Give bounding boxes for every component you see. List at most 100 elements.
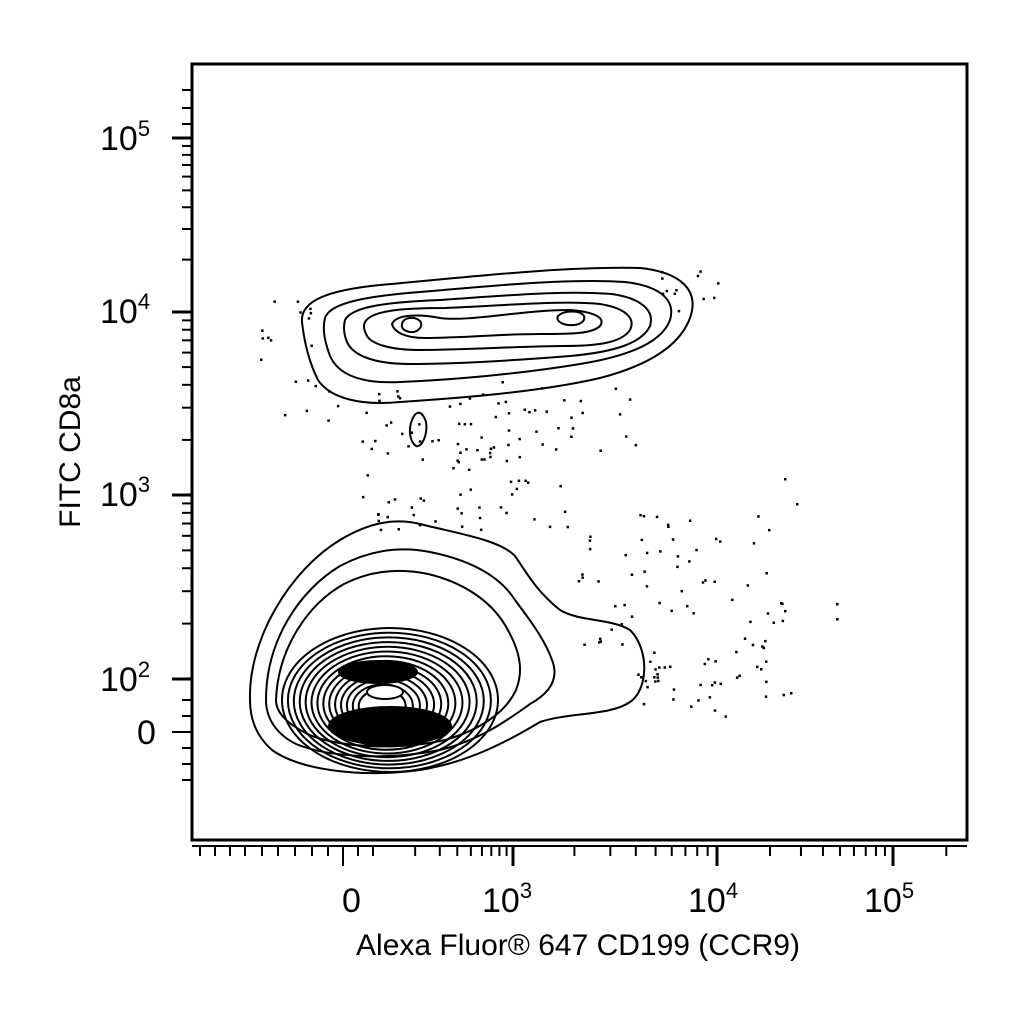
outlier-dot bbox=[690, 705, 693, 708]
outlier-dot bbox=[456, 459, 459, 462]
outlier-dot bbox=[459, 451, 462, 454]
outlier-dot bbox=[686, 604, 689, 608]
outlier-dot bbox=[309, 307, 312, 311]
outlier-dot bbox=[309, 311, 313, 315]
outlier-dot bbox=[713, 681, 717, 684]
upper-contour-core-right bbox=[556, 310, 586, 327]
contour-ring bbox=[310, 650, 464, 755]
x-tick-label-1e4: 104 bbox=[688, 878, 738, 920]
outlier-dot bbox=[294, 380, 298, 383]
outlier-dot bbox=[614, 387, 618, 390]
outlier-dot bbox=[504, 400, 508, 404]
outlier-dot bbox=[735, 676, 739, 679]
contour-ring bbox=[304, 645, 471, 759]
outlier-dot bbox=[518, 437, 521, 441]
outlier-dot bbox=[598, 641, 601, 644]
outlier-dot bbox=[659, 550, 662, 553]
outlier-dot bbox=[407, 445, 410, 448]
outlier-dot bbox=[655, 515, 659, 519]
outlier-dot bbox=[379, 528, 383, 532]
outlier-dot bbox=[387, 501, 390, 504]
outlier-dot bbox=[699, 683, 702, 687]
outlier-dot bbox=[630, 573, 634, 576]
outlier-dot bbox=[267, 336, 270, 340]
outlier-dot bbox=[634, 443, 638, 447]
outlier-dot bbox=[505, 511, 508, 515]
outlier-dot bbox=[418, 440, 422, 443]
outlier-dot bbox=[761, 645, 764, 648]
outlier-dot bbox=[361, 495, 365, 499]
outlier-dot bbox=[540, 387, 544, 390]
outlier-dot bbox=[401, 432, 404, 436]
outlier-dot bbox=[468, 397, 472, 400]
outlier-dot bbox=[480, 436, 483, 439]
outlier-dot bbox=[296, 300, 300, 303]
outlier-dot bbox=[456, 507, 459, 510]
outlier-dot bbox=[836, 618, 839, 621]
x-axis-title: Alexa Fluor® 647 CD199 (CCR9) bbox=[356, 929, 800, 962]
lower-contour-outer bbox=[248, 520, 646, 775]
outlier-dot bbox=[746, 584, 750, 587]
outlier-dot bbox=[507, 429, 511, 432]
core-center-ring bbox=[366, 684, 404, 700]
outlier-dot bbox=[361, 440, 364, 443]
outlier-dot bbox=[397, 395, 400, 398]
outlier-dot bbox=[518, 455, 521, 459]
outlier-dot bbox=[478, 516, 482, 520]
outlier-dot bbox=[261, 329, 264, 332]
outlier-dot bbox=[541, 443, 544, 446]
outlier-dot bbox=[527, 481, 530, 484]
outlier-dot bbox=[760, 668, 763, 671]
outlier-dot bbox=[781, 619, 785, 623]
outlier-dot bbox=[669, 665, 672, 668]
outlier-dot bbox=[620, 623, 624, 626]
outlier-dot bbox=[624, 553, 627, 557]
outlier-dot bbox=[764, 639, 767, 643]
outlier-dot bbox=[657, 679, 660, 683]
x-tick-label-0: 0 bbox=[342, 882, 361, 920]
outlier-dot bbox=[314, 384, 317, 388]
outlier-dot bbox=[523, 408, 526, 411]
outlier-dot bbox=[713, 709, 717, 712]
outlier-dot bbox=[610, 628, 613, 631]
outlier-dot bbox=[483, 458, 486, 461]
outlier-dot bbox=[597, 580, 600, 583]
outlier-dot bbox=[665, 289, 669, 293]
contour-lines bbox=[248, 266, 694, 775]
outlier-dot bbox=[448, 405, 452, 408]
outlier-dot bbox=[653, 676, 656, 679]
outlier-dot bbox=[579, 399, 583, 403]
outlier-dot bbox=[713, 296, 716, 300]
outlier-dot bbox=[772, 621, 775, 624]
outlier-dot bbox=[583, 643, 586, 646]
outlier-dot bbox=[588, 547, 592, 551]
outlier-dot bbox=[458, 422, 461, 426]
outlier-dot bbox=[646, 685, 649, 689]
outlier-dot bbox=[389, 421, 393, 424]
outlier-dot bbox=[548, 525, 552, 529]
outlier-dot bbox=[649, 660, 652, 663]
outlier-dot bbox=[656, 673, 659, 676]
y-tick-label-1e5: 105 bbox=[100, 116, 150, 158]
outlier-dot bbox=[639, 513, 642, 517]
outlier-dot bbox=[482, 393, 485, 396]
outlier-dot bbox=[457, 460, 460, 464]
outlier-dot bbox=[765, 680, 768, 684]
outlier-dot bbox=[699, 270, 702, 273]
outlier-dot bbox=[765, 572, 768, 575]
outlier-dot bbox=[501, 381, 504, 384]
outlier-dot bbox=[533, 518, 536, 521]
outlier-dot bbox=[581, 573, 584, 576]
outlier-dot bbox=[489, 447, 493, 450]
outlier-dot bbox=[782, 693, 785, 697]
outlier-dot bbox=[299, 311, 302, 314]
outlier-dot bbox=[654, 668, 657, 671]
outlier-dot bbox=[714, 660, 717, 663]
outlier-dot bbox=[418, 423, 421, 426]
outlier-dot bbox=[336, 404, 340, 408]
outlier-dot bbox=[507, 412, 511, 415]
outlier-dot bbox=[463, 423, 467, 426]
outlier-dot bbox=[642, 515, 646, 518]
outlier-dot bbox=[692, 612, 695, 615]
